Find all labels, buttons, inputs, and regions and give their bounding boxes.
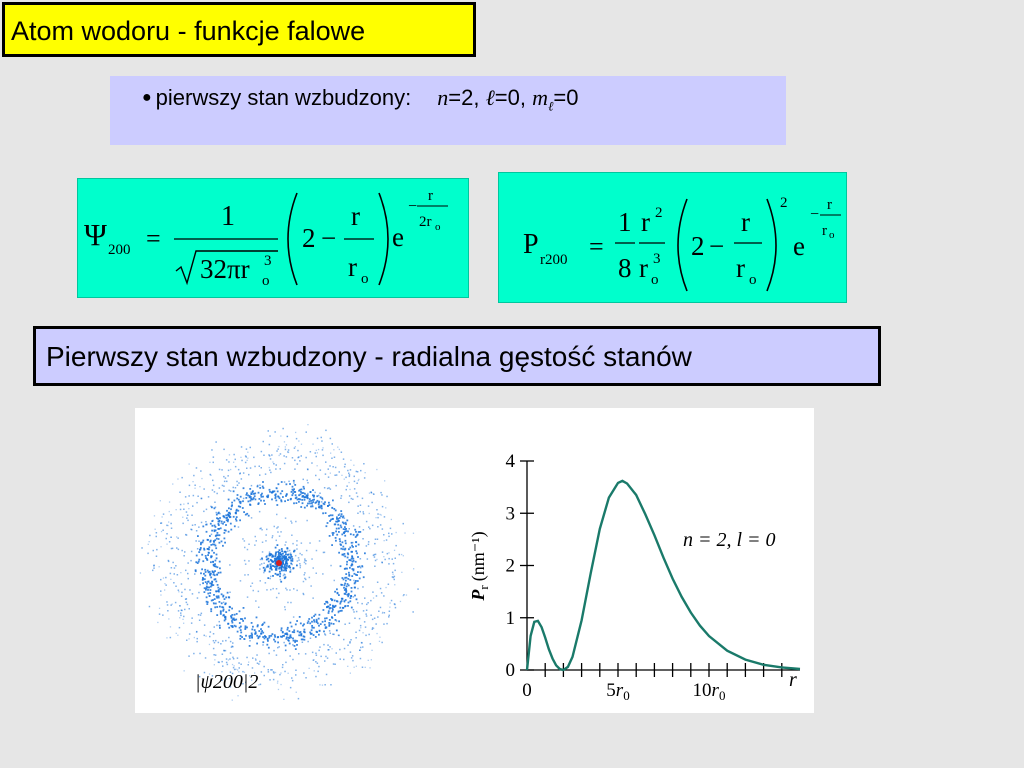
pr-exp-den-subscript: o: [829, 229, 835, 241]
psi-equals: =: [146, 224, 161, 253]
curve-annotation: n = 2, l = 0: [683, 529, 776, 551]
x-axis-label: r: [789, 669, 797, 691]
pr-minus: −: [709, 231, 724, 261]
pr-subscript: r200: [540, 252, 568, 268]
slide-title: Atom wodoru - funkcje falowe: [2, 2, 476, 57]
pr-r-numerator: r: [641, 207, 650, 237]
psi-exp-numerator: r: [428, 188, 433, 204]
bullet-line: ● pierwszy stan wzbudzony: n=2, ℓ=0, mℓ=0: [142, 85, 578, 114]
bullet-panel: ● pierwszy stan wzbudzony: n=2, ℓ=0, mℓ=0: [110, 76, 786, 145]
psi-exp-den-subscript: o: [435, 221, 441, 233]
pr-exp-denominator: r: [822, 223, 827, 239]
pr-symbol: P: [523, 229, 539, 260]
psi-exp-minus: −: [408, 198, 417, 215]
pr-r-numerator-sup: 2: [655, 205, 663, 221]
pr-r-denominator: r: [639, 253, 648, 283]
pr-exp-minus: −: [810, 206, 819, 223]
y-tick-label: 0: [506, 660, 516, 681]
psi-frac-numerator: r: [351, 201, 360, 231]
nucleus-dot-icon: [276, 560, 282, 566]
pr-coef-numerator: 1: [618, 207, 632, 237]
y-tick-label: 2: [506, 556, 516, 577]
x-tick-label: 0: [522, 680, 532, 701]
right-paren-icon: [766, 198, 777, 292]
psi-den-subscript: o: [262, 273, 270, 289]
x-tick-label: 5r0: [606, 680, 629, 703]
pr-r-den-subscript: o: [651, 272, 659, 288]
electron-cloud: [139, 424, 419, 701]
pr-exp-base: e: [793, 231, 805, 261]
y-tick-label: 3: [506, 503, 516, 524]
pr-coef-denominator: 8: [618, 253, 632, 283]
psi-numerator: 1: [221, 201, 235, 232]
n-symbol: n: [437, 85, 449, 110]
n-value: =2,: [448, 85, 480, 110]
m-value: =0: [553, 85, 579, 110]
psi-frac-den-subscript: o: [361, 271, 369, 287]
cloud-label: |ψ200|2: [195, 671, 258, 693]
psi-exp-base: e: [392, 222, 404, 252]
psi-symbol: Ψ: [84, 217, 107, 252]
pr-exp-numerator: r: [827, 197, 832, 213]
psi-subscript: 200: [108, 242, 131, 258]
psi-denominator: 32πr: [200, 254, 250, 284]
psi-two: 2: [302, 223, 316, 253]
bullet-text: pierwszy stan wzbudzony:: [155, 85, 412, 110]
bullet-dot-icon: ●: [142, 89, 152, 106]
y-axis-label-main: P: [468, 589, 488, 602]
m-symbol: m: [532, 85, 548, 110]
pr-equals: =: [589, 232, 604, 261]
pr-paren-superscript: 2: [780, 195, 788, 211]
radial-density-chart: 0 1 2 3 4 0 5r0 10r0 Pr (nm⁻¹) r n = 2, l = 0: [468, 451, 801, 703]
pr-frac-den-subscript: o: [749, 272, 757, 288]
pr-frac-denominator: r: [736, 253, 745, 283]
figure-panel: |ψ200|2 0 1 2 3 4 0 5r0 10r0 Pr (nm⁻¹) r n = 2,…: [135, 408, 814, 713]
psi-exp-denominator: 2r: [419, 214, 432, 230]
y-axis-label-unit: (nm⁻¹): [468, 531, 489, 581]
svg-text:Pr(nm⁻¹): Pr (nm⁻¹): [468, 531, 491, 601]
left-paren-icon: [677, 198, 688, 292]
l-symbol: ℓ: [485, 85, 495, 110]
sqrt-sign-icon: [175, 250, 278, 286]
y-tick-label: 1: [506, 608, 516, 629]
l-value: =0,: [494, 85, 526, 110]
pr-two: 2: [691, 231, 705, 261]
psi-frac-denominator: r: [348, 252, 357, 282]
section-heading: Pierwszy stan wzbudzony - radialna gęsto…: [33, 326, 881, 386]
psi-minus: −: [321, 223, 336, 253]
right-paren-icon: [378, 192, 389, 286]
y-axis-label-sub: r: [476, 585, 491, 590]
pr-equation-box: P r200 = 1 8 r 2 r o 3 2 − r r o 2 e − r…: [498, 172, 847, 303]
left-paren-icon: [287, 192, 298, 286]
y-tick-label: 4: [506, 451, 516, 472]
pr-r-den-superscript: 3: [653, 251, 661, 267]
y-axis-label: Pr (nm⁻¹): [468, 531, 491, 601]
density-curve: [525, 479, 801, 672]
x-tick-label: 10r0: [693, 680, 726, 703]
pr-frac-numerator: r: [741, 207, 750, 237]
psi-den-superscript: 3: [264, 253, 272, 269]
m-subscript: ℓ: [547, 98, 554, 114]
psi-equation-box: Ψ 200 = 1 32πr o 3 2 − r r o e − r 2r o: [77, 178, 469, 298]
